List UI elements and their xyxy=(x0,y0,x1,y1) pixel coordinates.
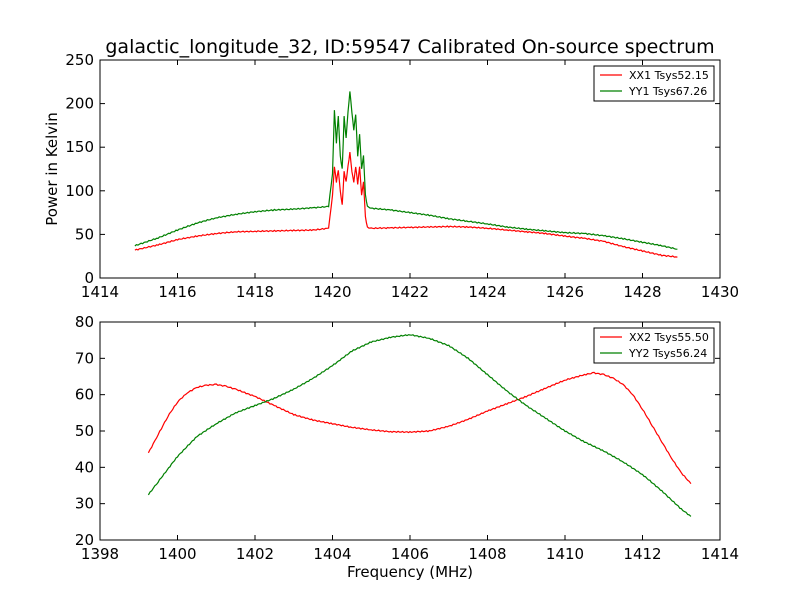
y-tick-label: 70 xyxy=(75,349,94,367)
x-tick-label: 1430 xyxy=(701,283,739,301)
x-tick-label: 1414 xyxy=(81,283,119,301)
plots: 1414 1416 1418 1420 1422 1424 1426 1428 14300501… xyxy=(65,51,739,563)
series-line-2 xyxy=(134,91,678,250)
legend-label: XX1 Tsys52.15 xyxy=(629,69,709,82)
legend-box xyxy=(593,327,715,364)
y-tick-label: 50 xyxy=(75,422,94,440)
y-axis-label: Power in Kelvin xyxy=(43,112,61,226)
x-tick-label: 1426 xyxy=(546,283,584,301)
legend-box xyxy=(593,65,715,102)
x-tick-label: 1418 xyxy=(236,283,274,301)
y-tick-label: 60 xyxy=(75,386,94,404)
chart-title: galactic_longitude_32, ID:59547 Calibrat… xyxy=(105,36,714,58)
y-tick-label: 0 xyxy=(84,269,94,287)
x-tick-label: 1422 xyxy=(391,283,429,301)
axes-2: 1398 1400 1402 1404 1406 1408 1410 1412 1414 20 30… xyxy=(75,313,739,563)
x-tick-label: 1400 xyxy=(158,545,196,563)
legend-label: XX2 Tsys55.50 xyxy=(629,331,709,344)
series-line-1 xyxy=(134,152,678,258)
y-tick-label: 100 xyxy=(65,182,94,200)
legend-label: YY1 Tsys67.26 xyxy=(628,85,707,98)
axes-1: 1414 1416 1418 1420 1422 1424 1426 1428 1430 0 50 1… xyxy=(65,51,739,301)
x-tick-label: 1410 xyxy=(546,545,584,563)
series-line-2 xyxy=(147,334,692,517)
x-tick-label: 1404 xyxy=(313,545,351,563)
x-tick-label: 1402 xyxy=(236,545,274,563)
x-tick-label: 1428 xyxy=(623,283,661,301)
y-tick-label: 30 xyxy=(75,495,94,513)
x-tick-label: 1414 xyxy=(701,545,739,563)
legend-label: YY2 Tsys56.24 xyxy=(628,347,707,360)
y-tick-label: 150 xyxy=(65,138,94,156)
x-axis-label: Frequency (MHz) xyxy=(347,563,473,581)
series-line-1 xyxy=(147,371,692,485)
y-tick-label: 20 xyxy=(75,531,94,549)
legend: XX1 Tsys52.15 YY1 Tsys67.26 xyxy=(593,65,715,102)
y-tick-label: 200 xyxy=(65,95,94,113)
legend: XX2 Tsys55.50 YY2 Tsys56.24 xyxy=(593,327,715,364)
y-tick-label: 80 xyxy=(75,313,94,331)
y-tick-label: 250 xyxy=(65,51,94,69)
x-tick-label: 1416 xyxy=(158,283,196,301)
x-tick-label: 1408 xyxy=(468,545,506,563)
x-tick-label: 1424 xyxy=(468,283,506,301)
x-tick-label: 1420 xyxy=(313,283,351,301)
y-tick-label: 40 xyxy=(75,458,94,476)
x-tick-label: 1406 xyxy=(391,545,429,563)
x-tick-label: 1398 xyxy=(81,545,119,563)
x-tick-label: 1412 xyxy=(623,545,661,563)
y-tick-label: 50 xyxy=(75,225,94,243)
